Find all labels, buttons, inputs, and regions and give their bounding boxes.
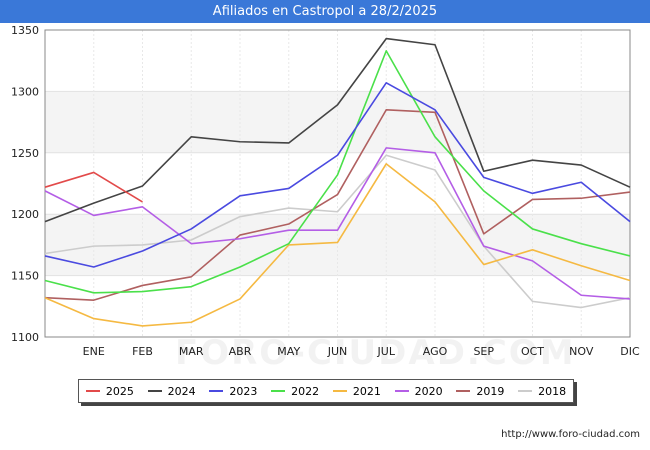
y-tick-label: 1150	[11, 270, 39, 283]
watermark: FORO-CIUDAD.COM	[175, 333, 576, 373]
legend-swatch	[518, 390, 533, 392]
legend: 2025 2024 2023 2022 2021 2020 2019 2018	[78, 379, 574, 403]
y-tick-label: 1200	[11, 208, 39, 221]
legend-label: 2020	[414, 384, 443, 398]
legend-item-2021: 2021	[332, 384, 381, 398]
legend-swatch	[332, 390, 347, 392]
series-line-2018	[44, 154, 631, 309]
y-tick-label: 1100	[11, 331, 39, 344]
y-tick-label: 1250	[11, 147, 39, 160]
x-tick-label: JUL	[377, 345, 396, 358]
x-tick-label: NOV	[569, 345, 594, 358]
legend-swatch	[209, 390, 224, 392]
x-axis-tick-labels: ENE FEB MAR ABR MAY JUN JUL AGO SEP OCT NOV DIC	[83, 345, 640, 358]
x-tick-label: ABR	[229, 345, 252, 358]
legend-swatch	[85, 390, 100, 392]
legend-label: 2019	[476, 384, 505, 398]
legend-swatch	[394, 390, 409, 392]
legend-item-2023: 2023	[209, 385, 257, 398]
legend-label: 2024	[167, 384, 196, 398]
x-tick-label: AGO	[423, 345, 448, 358]
plot-band	[45, 30, 630, 92]
legend-label: 2023	[229, 384, 258, 398]
y-tick-label: 1300	[11, 85, 39, 98]
x-tick-label: SEP	[473, 345, 494, 358]
series-line-2020	[44, 147, 631, 300]
legend-label: 2021	[352, 384, 381, 398]
legend-item-2025: 2025	[85, 384, 134, 398]
legend-item-2019: 2019	[456, 385, 504, 398]
series-line-2019	[44, 109, 631, 301]
x-tick-label: ENE	[83, 345, 105, 358]
legend-item-2020: 2020	[394, 384, 443, 398]
x-tick-label: OCT	[521, 345, 544, 358]
x-tick-label: FEB	[132, 345, 153, 358]
legend-item-2024: 2024	[147, 384, 196, 398]
x-tick-label: MAR	[179, 345, 204, 358]
legend-label: 2022	[291, 384, 320, 398]
gridlines	[45, 29, 631, 338]
series-line-2023	[44, 82, 631, 268]
y-axis-tick-labels: 1100 1150 1200 1250 1300 1350	[11, 24, 39, 344]
series-lines	[44, 37, 631, 327]
legend-swatch	[271, 390, 286, 392]
legend-label: 2025	[105, 384, 134, 398]
series-line-2022	[44, 50, 631, 294]
series-line-2025	[44, 171, 143, 203]
legend-swatch	[456, 390, 471, 392]
x-tick-label: JUN	[327, 345, 348, 358]
chart-title: Afiliados en Castropol a 28/2/2025	[0, 0, 650, 23]
series-line-2021	[44, 163, 631, 327]
series-line-2024	[44, 37, 631, 223]
x-tick-label: MAY	[277, 345, 300, 358]
legend-swatch	[147, 390, 162, 392]
x-tick-label: DIC	[620, 345, 640, 358]
plot-border	[44, 29, 631, 338]
y-tick-label: 1350	[11, 24, 39, 37]
legend-label: 2018	[538, 384, 567, 398]
legend-item-2018: 2018	[518, 385, 566, 398]
legend-item-2022: 2022	[271, 385, 319, 398]
source-url: http://www.foro-ciudad.com	[501, 429, 640, 440]
